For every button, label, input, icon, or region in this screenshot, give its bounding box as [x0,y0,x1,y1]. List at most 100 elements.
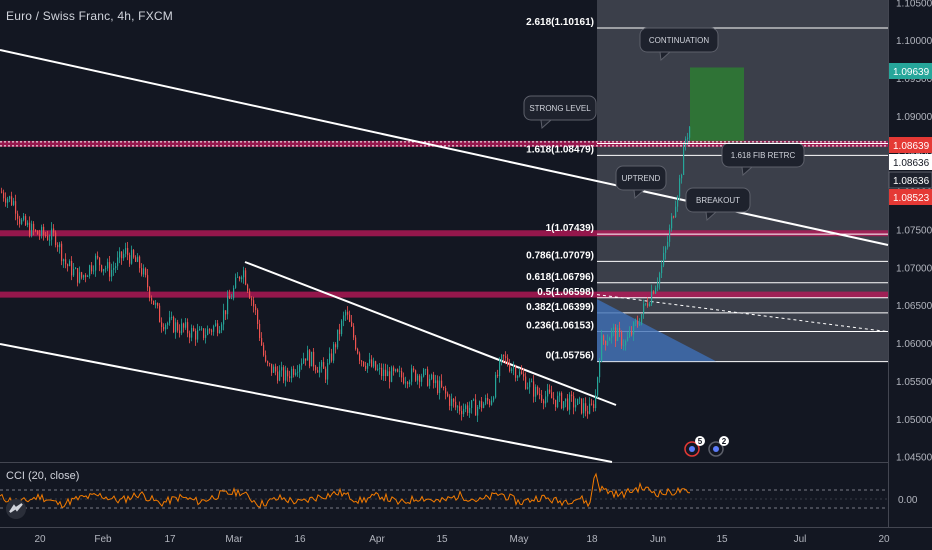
candle-body [283,367,285,381]
candle-body [121,251,123,259]
candle-body [71,261,73,276]
candle-body [93,270,95,272]
candle-body [303,358,305,364]
candle-body [343,315,345,321]
candle-body [361,360,363,362]
candle-body [407,382,409,385]
candle-body [515,367,517,378]
candle-body [101,265,103,272]
candle-body [97,255,99,258]
candle-body [493,397,495,401]
candle-body [249,290,251,299]
candle-body [651,291,653,305]
candle-body [617,328,619,341]
candle-body [401,371,403,378]
candle-body [353,326,355,338]
candle-body [151,298,153,301]
candle-body [125,248,127,254]
candle-body [635,321,637,323]
candle-body [685,138,687,147]
tradingview-logo-icon[interactable] [6,499,26,519]
candle-body [67,264,69,267]
time-axis-tick: Feb [94,534,112,545]
candle-body [645,303,647,305]
candle-body [53,228,55,233]
candle-body [323,362,325,369]
candle-body [111,269,113,277]
candle-body [133,250,135,258]
candle-body [675,206,677,218]
price-label-box [888,171,932,189]
candle-body [681,175,683,179]
candle-body [45,234,47,236]
candle-body [223,310,225,325]
price-label-text: 1.08639 [893,141,930,152]
candle-body [595,395,597,409]
candle-body [443,386,445,389]
candle-body [357,348,359,354]
candle-body [85,275,87,277]
candle-body [245,270,247,285]
price-label-text: 1.08636 [893,158,930,169]
candle-body [583,403,585,414]
candle-body [233,287,235,299]
event-count-dot [719,436,729,446]
price-label-text: 1.08523 [893,193,930,204]
candle-body [281,367,283,371]
candle-body [301,363,303,366]
candle-body [179,330,181,334]
candle-body [319,366,321,373]
candle-body [599,361,601,378]
time-axis-tick: 15 [716,534,728,545]
candle-body [667,241,669,248]
target-box [690,67,744,144]
price-axis-tick: 1.09500 [896,74,932,85]
candle-body [239,276,241,280]
candle-body [7,198,9,203]
time-axis-tick: May [510,534,529,545]
candle-body [299,365,301,372]
candle-body [1,191,3,193]
candle-body [215,323,217,327]
candle-body [311,351,313,367]
cci-line [0,472,691,509]
candle-body [189,333,191,338]
candle-body [349,314,351,322]
candle-body [259,323,261,339]
candle-body [15,201,17,214]
time-axis-tick: Jun [650,534,666,545]
candle-body [485,397,487,404]
candle-body [3,192,5,199]
candle-body [387,371,389,377]
candle-body [253,300,255,307]
candle-body [423,369,425,377]
candle-body [395,369,397,372]
candle-body [321,362,323,367]
candle-body [385,369,387,377]
candle-body [47,235,49,240]
candle-body [345,311,347,316]
candle-body [575,404,577,408]
candle-body [109,262,111,277]
candle-body [171,317,173,318]
candle-body [27,222,29,225]
fib-level-label: 0.786(1.07079) [526,250,594,261]
candle-body [499,360,501,377]
callout-box [523,95,597,121]
candle-body [503,354,505,357]
candle-body [611,329,613,338]
candle-body [69,261,71,267]
price-axis-tick: 1.06500 [896,301,932,312]
candle-body [463,409,465,415]
time-axis-tick: 15 [436,534,448,545]
candle-body [559,392,561,396]
candles-group [1,126,691,423]
candle-body [61,243,63,262]
candle-body [481,401,483,408]
candle-body [51,228,53,240]
candle-body [555,399,557,407]
event-flag-icon [713,446,719,452]
time-axis-tick: 18 [586,534,598,545]
candle-body [491,400,493,405]
